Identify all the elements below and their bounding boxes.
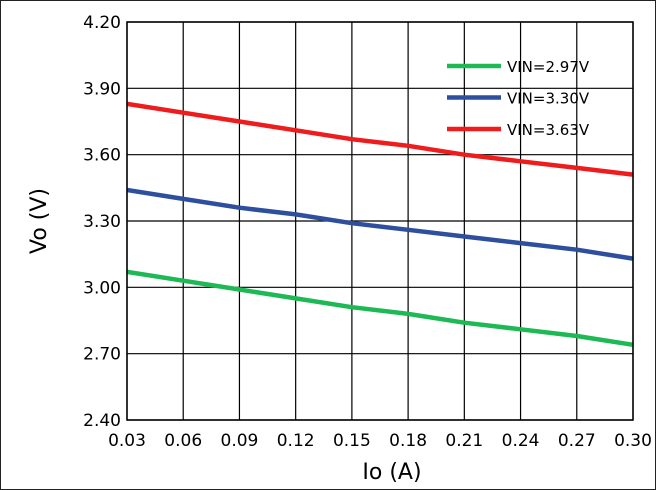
legend-label: VIN=2.97V xyxy=(507,58,590,76)
x-tick-label: 0.03 xyxy=(108,431,146,451)
x-axis-tick-labels: 0.03 0.06 0.09 0.12 0.15 0.18 0.21 0.24 0.27 0.30 xyxy=(108,431,652,451)
grid xyxy=(126,21,634,421)
series-layer xyxy=(126,101,634,348)
x-tick-label: 0.30 xyxy=(614,431,652,451)
x-tick-label: 0.27 xyxy=(558,431,596,451)
y-tick-label: 2.40 xyxy=(83,411,121,431)
y-tick-label: 3.00 xyxy=(83,278,121,298)
x-axis-title: Io (A) xyxy=(362,460,421,485)
x-tick-label: 0.24 xyxy=(502,431,540,451)
x-tick-label: 0.18 xyxy=(389,431,427,451)
y-tick-label: 2.70 xyxy=(83,345,121,365)
series-line-2 xyxy=(126,187,634,261)
x-tick-label: 0.09 xyxy=(221,431,259,451)
y-tick-label: 4.20 xyxy=(83,13,121,33)
series-line-3 xyxy=(126,101,634,177)
x-tick-label: 0.12 xyxy=(277,431,315,451)
legend: VIN=2.97V VIN=3.30V VIN=3.63V xyxy=(447,58,590,139)
x-tick-label: 0.21 xyxy=(445,431,483,451)
legend-label: VIN=3.63V xyxy=(507,121,590,139)
x-tick-label: 0.06 xyxy=(164,431,202,451)
legend-label: VIN=3.30V xyxy=(507,90,590,108)
y-tick-label: 3.30 xyxy=(83,212,121,232)
plot-area-border xyxy=(126,21,634,421)
x-tick-label: 0.15 xyxy=(333,431,371,451)
y-tick-label: 3.60 xyxy=(83,146,121,166)
series-line-1 xyxy=(126,269,634,348)
y-tick-label: 3.90 xyxy=(83,79,121,99)
y-axis-title: Vo (V) xyxy=(27,188,52,254)
y-axis-tick-labels: 4.20 3.90 3.60 3.30 3.00 2.70 2.40 xyxy=(83,13,121,431)
